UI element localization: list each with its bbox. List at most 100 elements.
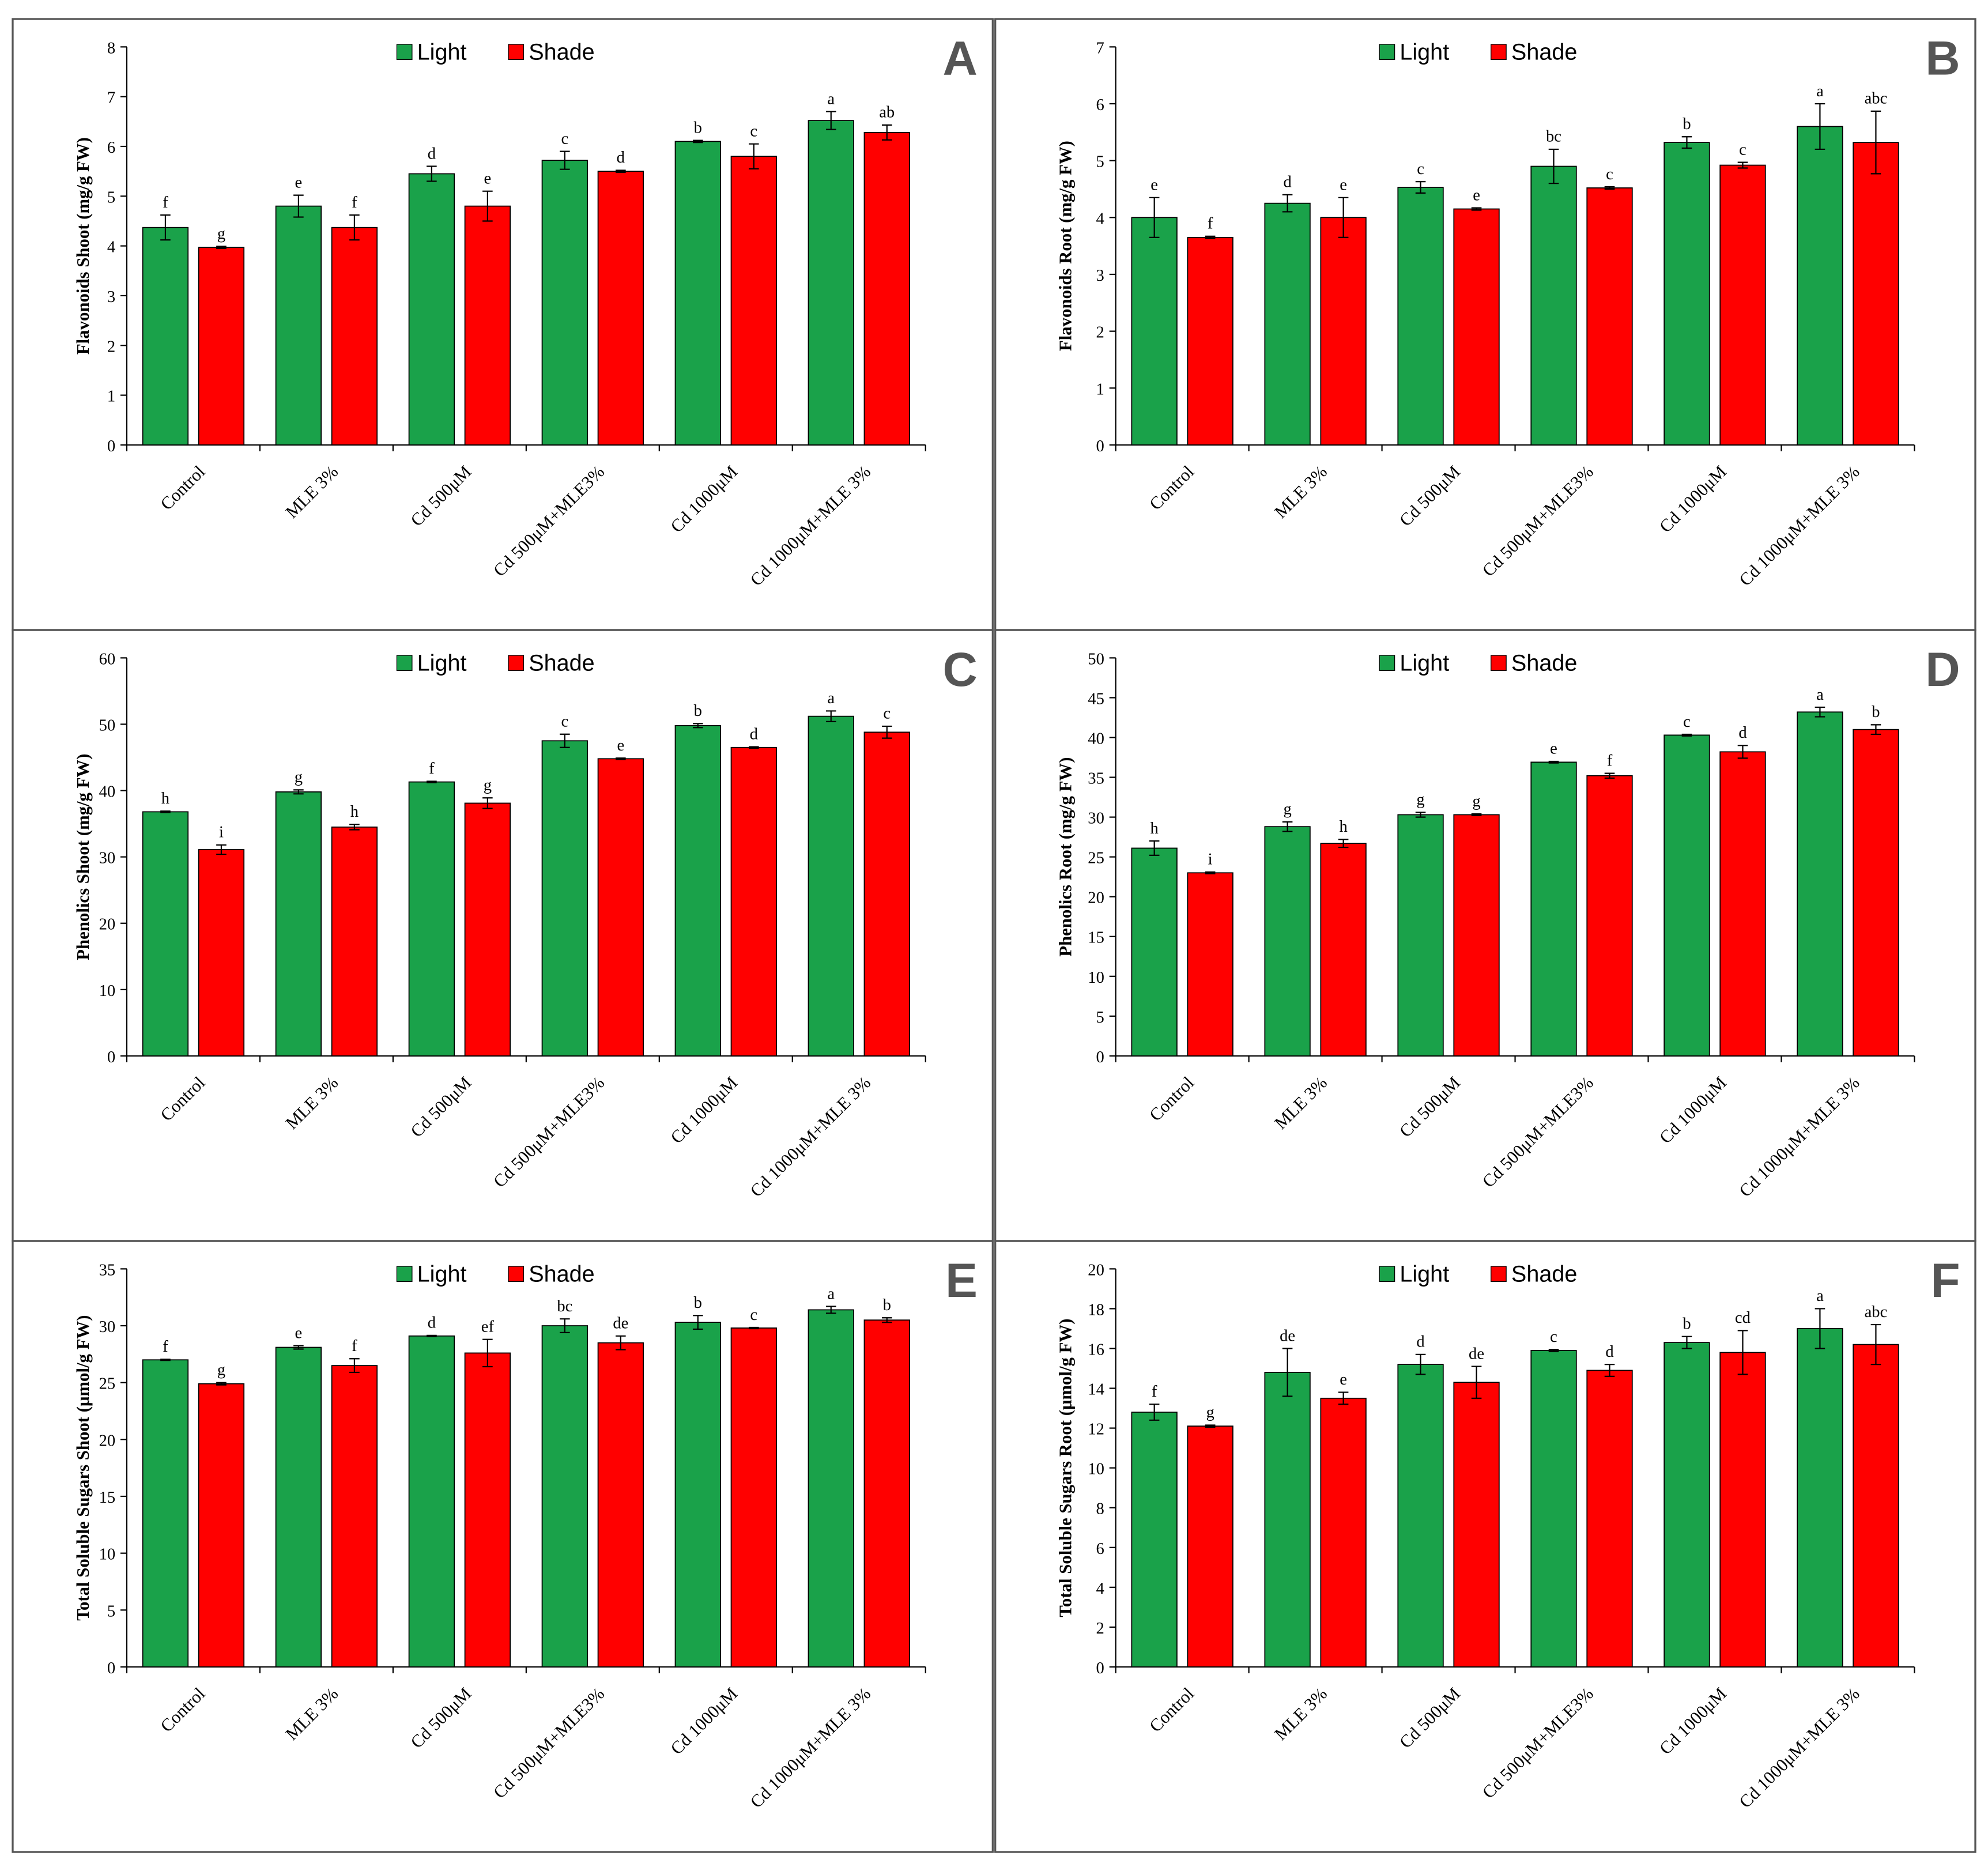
y-tick-label: 7 (107, 89, 115, 107)
bar (331, 1365, 378, 1668)
y-tick-label: 18 (1088, 1301, 1104, 1319)
error-bar (1338, 839, 1349, 848)
bar (597, 171, 644, 446)
significance-letter: b (694, 119, 702, 137)
x-tick-label: Cd 500μM+MLE3% (489, 1073, 608, 1191)
significance-letter: de (1280, 1327, 1295, 1345)
bar (1586, 1370, 1633, 1668)
legend-swatch (508, 1266, 525, 1282)
significance-letter: e (1340, 1371, 1347, 1389)
y-tick-label: 3 (1096, 267, 1104, 285)
y-tick-label: 25 (99, 1375, 116, 1393)
panel-label: A (943, 31, 978, 85)
y-tick-label: 12 (1088, 1421, 1104, 1439)
bar (1264, 202, 1311, 446)
y-tick-label: 5 (107, 1602, 115, 1620)
x-tick-label: Cd 1000μM (1655, 1073, 1730, 1147)
error-bar (692, 139, 703, 144)
y-tick-label: 0 (1096, 1659, 1104, 1677)
y-tick-label: 10 (1088, 969, 1104, 987)
significance-letter: cd (1735, 1309, 1751, 1327)
bar (808, 120, 854, 446)
error-bar (1471, 1365, 1482, 1399)
bar (730, 1327, 777, 1668)
significance-letter: a (827, 689, 835, 707)
significance-letter: h (350, 803, 359, 821)
error-bar (1282, 194, 1293, 213)
y-tick-label: 2 (1096, 1620, 1104, 1638)
significance-letter: bc (557, 1297, 572, 1315)
x-tick-label: MLE 3% (282, 1073, 342, 1133)
y-tick-label: 60 (99, 650, 116, 668)
significance-letter: g (1472, 793, 1480, 810)
bar (331, 826, 378, 1057)
x-tick-label: Cd 1000μM (1655, 1684, 1730, 1758)
y-tick-label: 5 (1096, 153, 1104, 171)
significance-letter: c (1739, 141, 1746, 159)
error-bar (1870, 724, 1881, 735)
x-tick-label: Cd 500μM+MLE3% (489, 462, 608, 580)
bar (275, 1346, 322, 1668)
error-bar (560, 1318, 570, 1333)
error-bar (1737, 745, 1748, 759)
bar (1131, 217, 1178, 446)
significance-letter: g (217, 1361, 225, 1379)
x-tick-label: MLE 3% (1271, 462, 1331, 522)
significance-letter: c (1417, 160, 1424, 178)
significance-letter: h (1339, 818, 1347, 836)
significance-letter: g (1416, 791, 1424, 809)
x-tick-label: Control (157, 1684, 209, 1736)
legend-label: Shade (529, 39, 594, 65)
legend-label: Shade (529, 650, 594, 676)
legend-swatch (396, 44, 413, 61)
bar (142, 1359, 189, 1668)
significance-letter: b (694, 1294, 702, 1312)
bar (1853, 142, 1899, 446)
y-tick-label: 1 (1096, 380, 1104, 398)
y-tick-label: 1 (107, 388, 115, 406)
bar (275, 205, 322, 446)
error-bar (748, 143, 759, 169)
error-bar (1282, 1348, 1293, 1397)
error-bar (1415, 1353, 1426, 1375)
bar (1187, 872, 1233, 1057)
bar (1797, 1328, 1843, 1668)
bar (863, 731, 910, 1057)
bar (1397, 814, 1444, 1057)
error-bar (616, 1335, 626, 1351)
significance-letter: c (750, 122, 757, 140)
significance-letter: ef (481, 1318, 495, 1336)
error-bar (1548, 148, 1559, 184)
error-bar (1604, 772, 1615, 779)
significance-letter: b (883, 1296, 891, 1314)
error-bar (1149, 197, 1160, 238)
error-bar (616, 169, 626, 173)
error-bar (160, 810, 171, 813)
significance-letter: g (1283, 801, 1291, 818)
significance-letter: d (1416, 1333, 1424, 1351)
x-tick-label: Cd 500μM+MLE3% (489, 1684, 608, 1802)
bar (808, 715, 854, 1057)
bar (808, 1309, 854, 1668)
y-axis-label: Phenolics Shoot (mg/g FW) (73, 754, 93, 960)
error-bar (1737, 1330, 1748, 1375)
error-bar (216, 1382, 227, 1386)
error-bar (482, 190, 493, 222)
y-tick-label: 8 (107, 39, 115, 57)
bar (1530, 1350, 1577, 1668)
bar (541, 740, 588, 1057)
significance-letter: a (1816, 1287, 1824, 1305)
significance-letter: f (163, 194, 168, 212)
y-tick-label: 20 (99, 1432, 116, 1450)
bar (142, 227, 189, 446)
legend-swatch (1491, 44, 1507, 61)
error-bar (748, 1326, 759, 1330)
significance-letter: g (484, 776, 492, 794)
error-bar (160, 214, 171, 241)
significance-letter: d (428, 145, 436, 163)
y-tick-label: 6 (1096, 1540, 1104, 1558)
y-tick-label: 4 (1096, 1580, 1104, 1598)
error-bar (1681, 1336, 1692, 1349)
y-tick-label: 35 (1088, 770, 1104, 788)
significance-letter: ab (879, 104, 895, 122)
